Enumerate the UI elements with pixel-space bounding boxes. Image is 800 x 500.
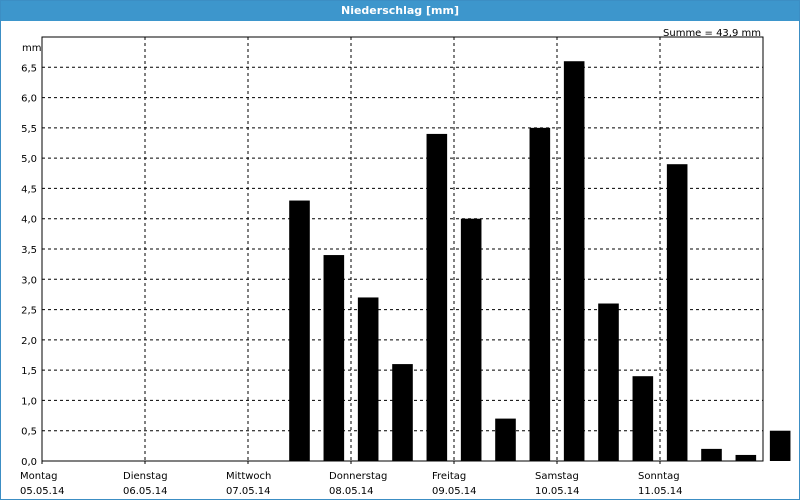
x-tick-date-label: 08.05.14 bbox=[329, 486, 374, 497]
precipitation-bar bbox=[735, 454, 757, 461]
window-title: Niederschlag [mm] bbox=[1, 1, 799, 21]
y-axis-unit: mm bbox=[22, 43, 41, 54]
x-tick-day-label: Donnerstag bbox=[329, 471, 387, 482]
y-tick-label: 6,5 bbox=[21, 63, 37, 74]
y-tick-label: 1,0 bbox=[21, 396, 37, 407]
x-axis-ticks: Montag 05.05.14 Dienstag 06.05.14 Mittwoch 07… bbox=[20, 461, 683, 497]
precipitation-bar bbox=[769, 430, 791, 461]
x-tick-date-label: 09.05.14 bbox=[432, 486, 477, 497]
precipitation-bar bbox=[392, 364, 413, 461]
y-axis-ticks: 0,0 0,5 1,0 1,5 2,0 2,5 3,0 3,5 4,0 4,5 5,0 5,5 6,0 6… bbox=[21, 63, 37, 468]
precipitation-bar bbox=[563, 61, 585, 461]
y-tick-label: 3,0 bbox=[21, 275, 37, 286]
y-tick-label: 1,5 bbox=[21, 366, 37, 377]
sum-annotation: Summe = 43,9 mm bbox=[663, 28, 761, 39]
y-tick-label: 5,0 bbox=[21, 154, 37, 165]
precipitation-bar bbox=[460, 218, 482, 461]
precipitation-bar bbox=[529, 127, 551, 461]
y-tick-label: 4,5 bbox=[21, 184, 37, 195]
x-tick-day-label: Montag bbox=[20, 471, 57, 482]
y-tick-label: 6,0 bbox=[21, 94, 37, 105]
x-tick-day-label: Freitag bbox=[432, 471, 466, 482]
precipitation-bar bbox=[598, 303, 619, 461]
precipitation-bar bbox=[666, 164, 688, 461]
precipitation-bar bbox=[495, 418, 516, 461]
y-tick-label: 0,5 bbox=[21, 427, 37, 438]
y-tick-label: 5,5 bbox=[21, 124, 37, 135]
y-tick-label: 4,0 bbox=[21, 215, 37, 226]
x-tick-day-label: Sonntag bbox=[638, 471, 680, 482]
x-tick-day-label: Dienstag bbox=[123, 471, 168, 482]
x-tick-day-label: Samstag bbox=[535, 471, 579, 482]
y-tick-label: 0,0 bbox=[21, 457, 37, 468]
precipitation-bar bbox=[426, 133, 448, 461]
precipitation-bar bbox=[701, 448, 722, 461]
precipitation-bar bbox=[357, 297, 379, 461]
x-tick-date-label: 11.05.14 bbox=[638, 486, 683, 497]
x-tick-date-label: 05.05.14 bbox=[20, 486, 65, 497]
precipitation-bar bbox=[323, 255, 345, 461]
x-tick-date-label: 10.05.14 bbox=[535, 486, 580, 497]
x-tick-day-label: Mittwoch bbox=[226, 471, 271, 482]
precipitation-bar bbox=[289, 200, 310, 462]
bars bbox=[289, 61, 791, 462]
precipitation-bar bbox=[632, 376, 654, 461]
y-tick-label: 2,5 bbox=[21, 306, 37, 317]
x-tick-date-label: 07.05.14 bbox=[226, 486, 271, 497]
x-tick-date-label: 06.05.14 bbox=[123, 486, 168, 497]
y-tick-label: 2,0 bbox=[21, 336, 37, 347]
y-tick-label: 3,5 bbox=[21, 245, 37, 256]
